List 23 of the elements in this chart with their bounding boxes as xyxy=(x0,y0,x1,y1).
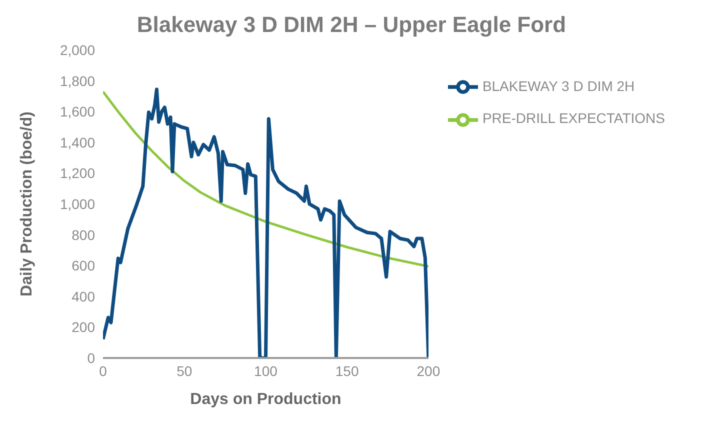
line-series xyxy=(103,88,428,358)
chart-title: Blakeway 3 D DIM 2H – Upper Eagle Ford xyxy=(136,11,568,39)
x-tick-label: 0 xyxy=(99,362,108,379)
y-tick-label: 1,000 xyxy=(60,196,96,212)
y-tick-label: 1,600 xyxy=(60,104,96,120)
x-tick-label: 100 xyxy=(254,362,278,379)
y-tick-label: 600 xyxy=(72,258,96,274)
y-tick-label: 400 xyxy=(72,288,96,304)
y-tick-label: 1,800 xyxy=(60,72,96,89)
x-tick-label: 150 xyxy=(335,362,359,379)
y-tick-label: 1,200 xyxy=(60,165,96,182)
y-tick-label: 800 xyxy=(72,226,96,243)
legend-label: PRE-DRILL EXPECTATIONS xyxy=(482,110,665,126)
y-axis-title: Daily Production (boe/d) xyxy=(18,112,36,296)
y-tick-label: 2,000 xyxy=(60,42,96,58)
x-tick-label: 200 xyxy=(416,362,440,379)
y-tick-label: 1,400 xyxy=(60,134,96,150)
line-series xyxy=(103,90,428,268)
legend-label: BLAKEWAY 3 D DIM 2H xyxy=(482,78,635,94)
y-tick-label: 0 xyxy=(87,350,96,366)
y-tick-label: 200 xyxy=(72,319,96,336)
x-tick-label: 50 xyxy=(176,362,192,379)
x-axis-title: Days on Production xyxy=(190,391,342,408)
